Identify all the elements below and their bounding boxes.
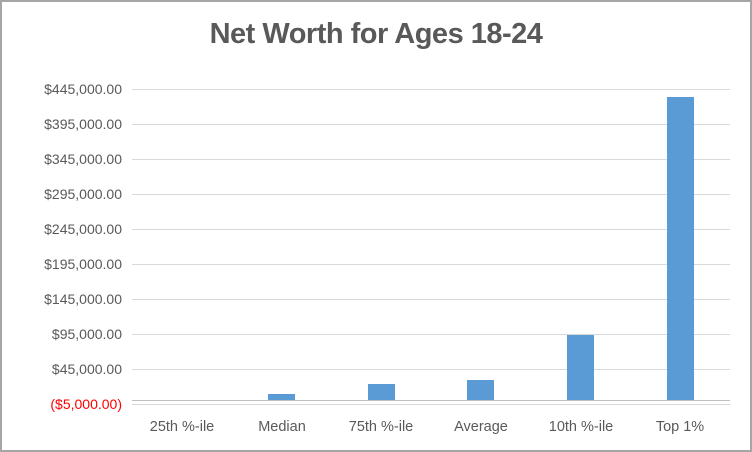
x-tick-label-top-1: Top 1% bbox=[655, 419, 705, 435]
bar-75th-ile bbox=[368, 384, 395, 400]
gridline bbox=[132, 334, 730, 335]
y-tick-label: $145,000.00 bbox=[44, 291, 122, 307]
y-tick-label: $445,000.00 bbox=[44, 81, 122, 97]
gridline bbox=[132, 404, 730, 405]
y-tick-label: ($5,000.00) bbox=[50, 396, 122, 412]
gridline bbox=[132, 264, 730, 265]
gridline bbox=[132, 229, 730, 230]
x-tick-label-median: Median bbox=[258, 419, 306, 435]
chart-title: Net Worth for Ages 18-24 bbox=[209, 18, 543, 50]
gridline bbox=[132, 89, 730, 90]
gridline bbox=[132, 124, 730, 125]
y-tick-label: $95,000.00 bbox=[51, 326, 122, 342]
bar-median bbox=[268, 394, 295, 400]
x-tick-label-25th-ile: 25th %-ile bbox=[149, 419, 215, 435]
y-tick-label: $245,000.00 bbox=[44, 221, 122, 237]
x-tick-label-75th-ile: 75th %-ile bbox=[348, 419, 414, 435]
gridline bbox=[132, 194, 730, 195]
y-tick-label: $345,000.00 bbox=[44, 151, 122, 167]
y-tick-label: $395,000.00 bbox=[44, 116, 122, 132]
y-tick-label: $295,000.00 bbox=[44, 186, 122, 202]
gridline bbox=[132, 159, 730, 160]
bar-10th-ile bbox=[567, 335, 594, 400]
y-tick-label: $45,000.00 bbox=[51, 361, 122, 377]
bar-top-1 bbox=[667, 97, 694, 400]
gridline bbox=[132, 369, 730, 370]
x-tick-label-10th-ile: 10th %-ile bbox=[548, 419, 614, 435]
bar-average bbox=[467, 380, 494, 400]
gridline bbox=[132, 299, 730, 300]
category-axis-line bbox=[132, 400, 730, 401]
x-tick-label-average: Average bbox=[454, 419, 508, 435]
y-tick-label: $195,000.00 bbox=[44, 256, 122, 272]
